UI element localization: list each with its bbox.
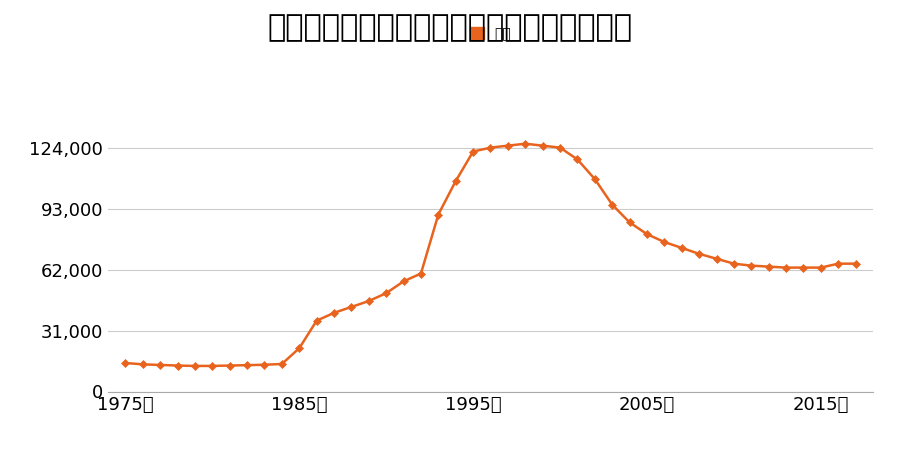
Text: 沖縄県宜野湾市字赤道半田原４番の地価推移: 沖縄県宜野湾市字赤道半田原４番の地価推移 [267,14,633,42]
Legend: 価格: 価格 [464,22,517,46]
